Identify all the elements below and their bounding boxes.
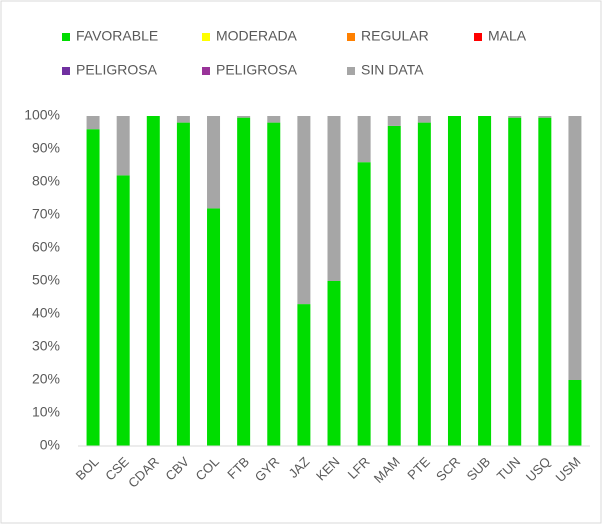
bar-segment [387, 125, 401, 447]
bar-segment [267, 116, 281, 123]
legend-swatch [202, 67, 210, 75]
bar-segment [237, 116, 251, 118]
bar-segment [568, 116, 582, 380]
bar-segment [327, 116, 341, 281]
legend-label: SIN DATA [361, 62, 424, 78]
bar-segment [86, 116, 100, 130]
bar-segment [357, 162, 371, 446]
legend-swatch [347, 67, 355, 75]
bar-segment [447, 116, 461, 446]
bar-segment [478, 116, 492, 446]
bar-segment [207, 116, 221, 209]
y-tick-label: 20% [32, 371, 60, 387]
bar-segment [297, 116, 311, 305]
bar-segment [116, 116, 130, 176]
y-tick-label: 60% [32, 239, 60, 255]
y-tick-label: 70% [32, 206, 60, 222]
bar-segment [176, 116, 190, 123]
bar-segment [267, 122, 281, 446]
bar-segment [417, 116, 431, 123]
legend-label: FAVORABLE [76, 28, 158, 44]
bar-segment [508, 116, 522, 118]
legend-label: PELIGROSA [76, 62, 158, 78]
bar-segment [538, 116, 552, 118]
legend-swatch [62, 33, 70, 41]
bar-segment [146, 116, 160, 446]
bar-segment [297, 304, 311, 446]
legend-swatch [474, 33, 482, 41]
bar-segment [176, 122, 190, 446]
y-tick-label: 30% [32, 338, 60, 354]
legend-swatch [202, 33, 210, 41]
bar-segment [538, 117, 552, 447]
legend-label: MALA [488, 28, 527, 44]
legend-label: PELIGROSA [216, 62, 298, 78]
y-tick-label: 90% [32, 140, 60, 156]
y-tick-label: 10% [32, 404, 60, 420]
y-tick-label: 50% [32, 272, 60, 288]
legend-label: REGULAR [361, 28, 429, 44]
bar-segment [327, 281, 341, 446]
y-tick-label: 40% [32, 305, 60, 321]
legend-swatch [62, 67, 70, 75]
bar-segment [237, 117, 251, 447]
y-tick-label: 80% [32, 173, 60, 189]
y-tick-label: 0% [40, 437, 60, 453]
bar-segment [207, 208, 221, 446]
bar-segment [508, 117, 522, 447]
bar-segment [387, 116, 401, 126]
bar-segment [357, 116, 371, 163]
legend-swatch [347, 33, 355, 41]
bar-segment [417, 122, 431, 446]
bar-segment [116, 175, 130, 446]
bar-segment [86, 129, 100, 446]
bar-segment [568, 380, 582, 446]
legend-label: MODERADA [216, 28, 298, 44]
y-tick-label: 100% [24, 107, 60, 123]
